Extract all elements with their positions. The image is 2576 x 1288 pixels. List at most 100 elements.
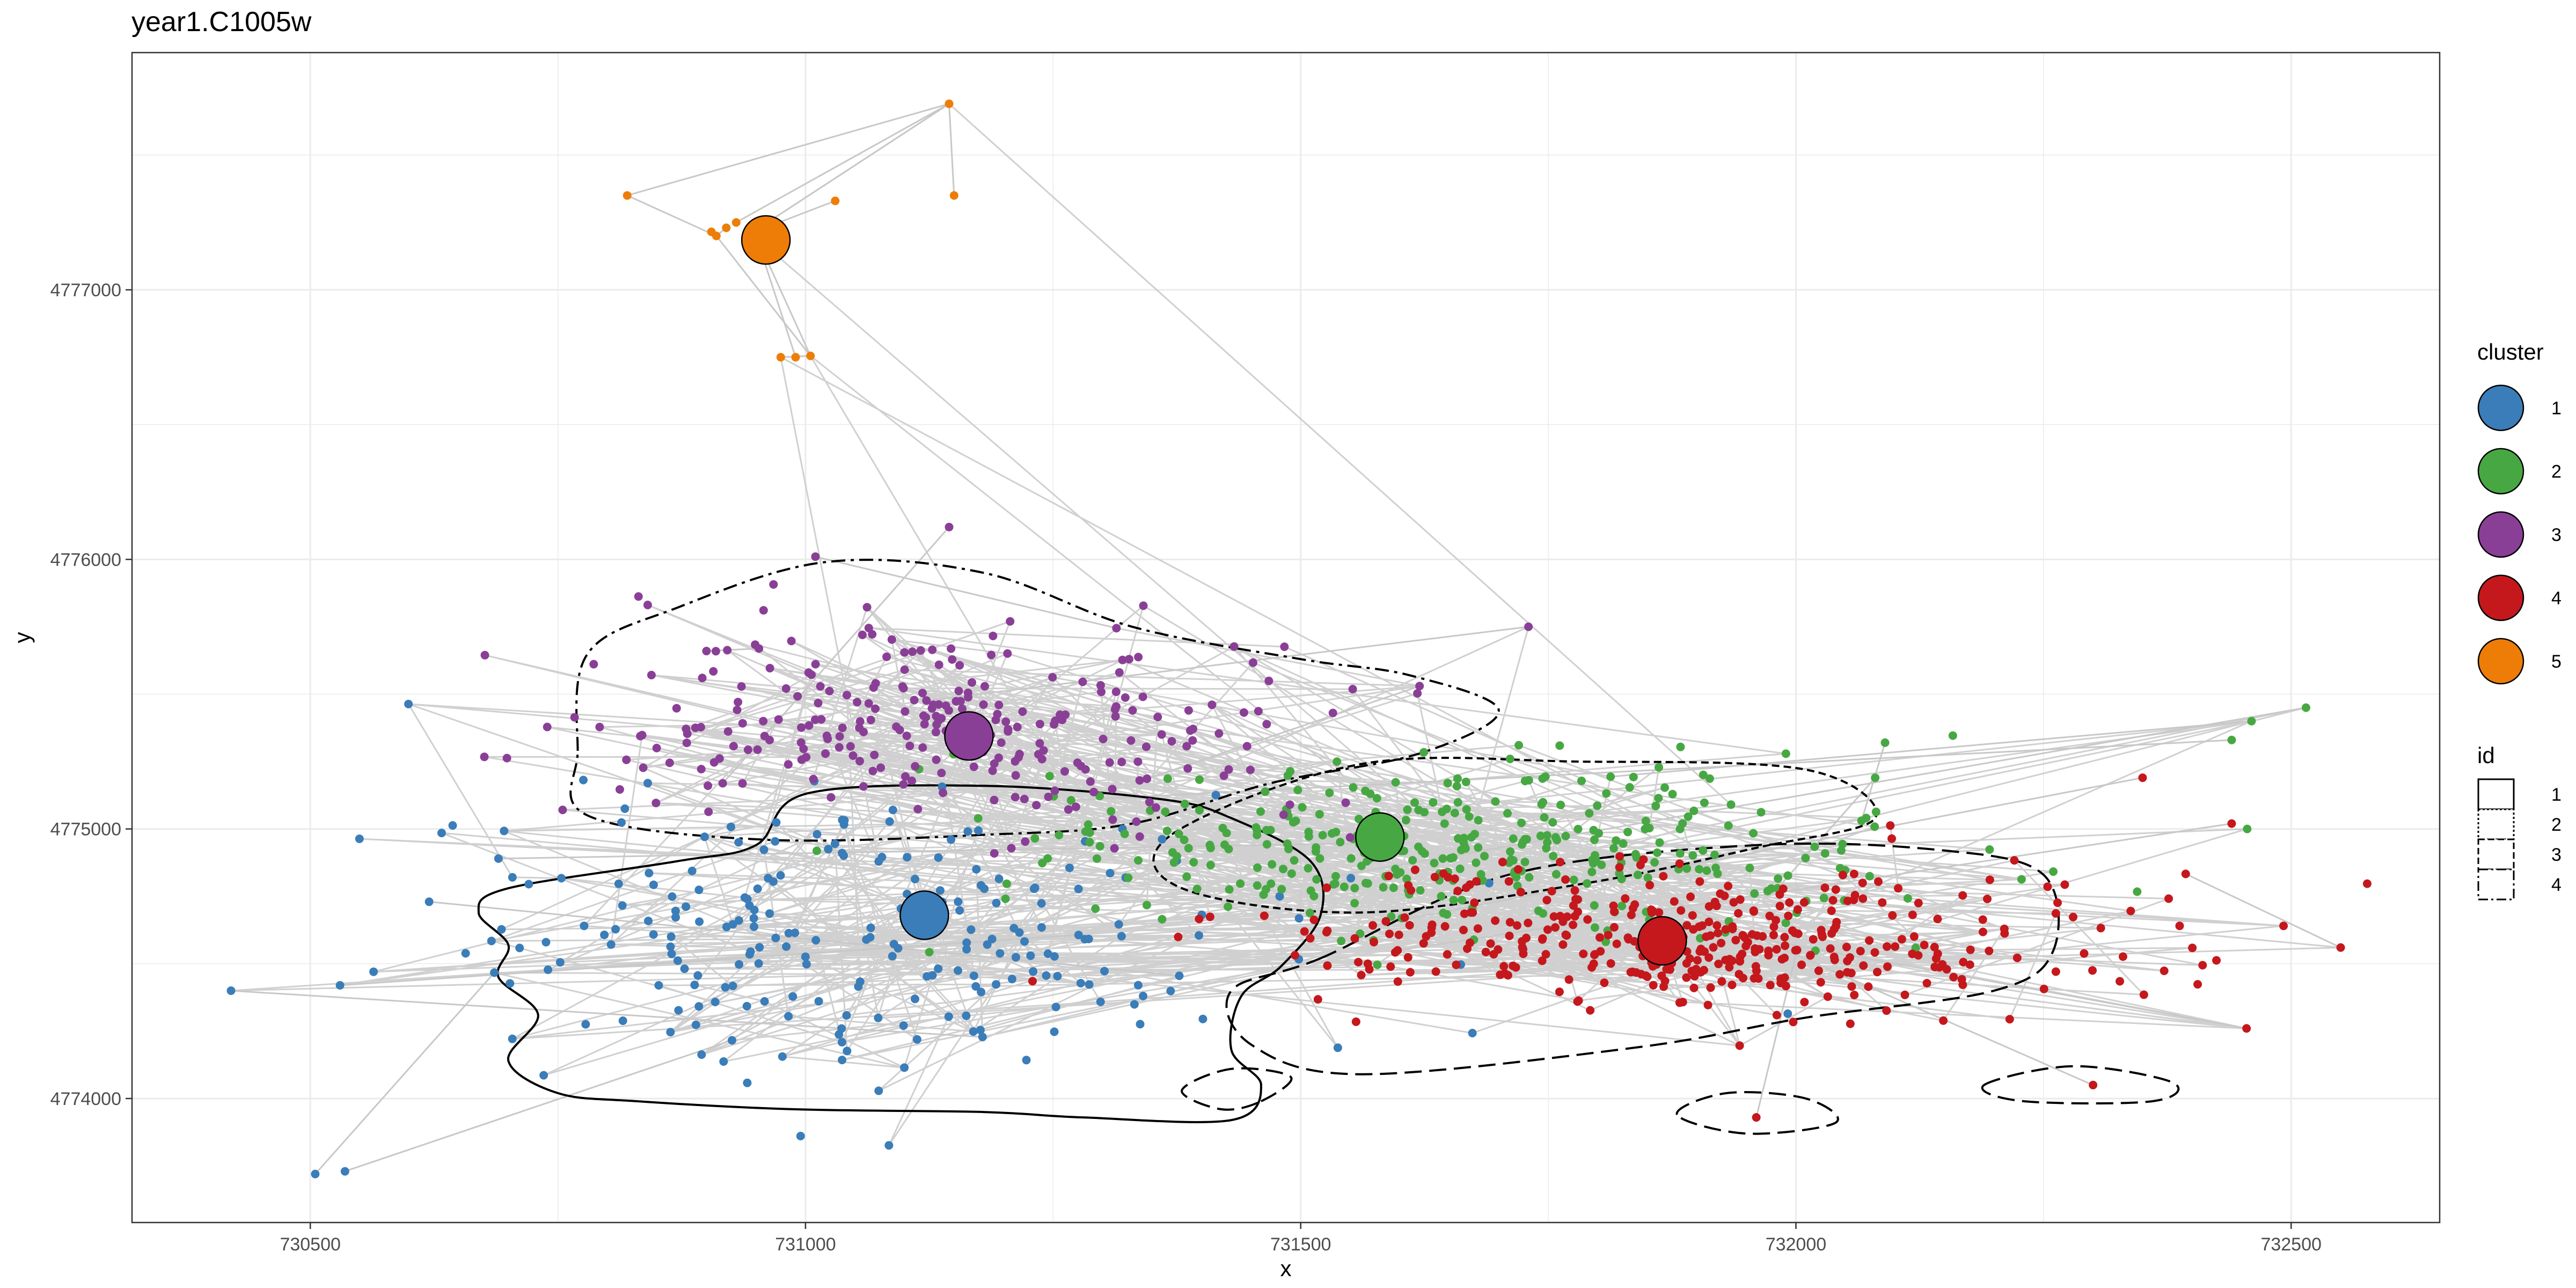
data-point <box>853 698 862 707</box>
data-point <box>868 630 877 639</box>
contour-id-3 <box>1981 1065 2180 1105</box>
data-point <box>978 1033 987 1042</box>
data-point <box>1350 934 1359 943</box>
data-point <box>1688 851 1697 860</box>
data-point <box>1167 737 1176 746</box>
data-point <box>652 743 661 752</box>
movement-segment <box>1611 720 2252 778</box>
data-point <box>1758 932 1767 941</box>
data-point <box>1035 720 1044 729</box>
data-point <box>1704 902 1714 911</box>
data-point <box>1065 863 1074 872</box>
data-point <box>1413 689 1422 698</box>
data-point <box>1699 770 1708 779</box>
y-tick-label: 4774000 <box>50 1089 121 1109</box>
data-point <box>1277 884 1286 894</box>
data-point <box>864 699 873 708</box>
data-point <box>1688 911 1697 920</box>
data-point <box>589 660 598 669</box>
data-point <box>1871 807 1880 816</box>
data-point <box>1891 942 1900 951</box>
data-point <box>988 766 997 775</box>
data-point <box>945 99 954 108</box>
data-point <box>1091 904 1100 913</box>
data-point <box>622 755 631 764</box>
data-point <box>1689 983 1699 992</box>
data-point <box>1472 858 1481 867</box>
data-point <box>977 987 986 997</box>
data-point <box>900 1063 909 1072</box>
data-point <box>1819 894 1828 903</box>
data-point <box>674 1006 683 1015</box>
data-point <box>1285 800 1294 809</box>
data-point <box>1817 926 1826 935</box>
data-point <box>634 592 643 601</box>
data-point <box>846 742 855 751</box>
data-point <box>963 689 972 697</box>
data-point <box>1686 892 1695 901</box>
data-point <box>728 1036 736 1045</box>
data-point <box>1393 946 1402 955</box>
data-point <box>1682 921 1692 930</box>
data-point <box>765 664 774 672</box>
data-point <box>1279 810 1288 819</box>
data-point <box>1253 826 1262 835</box>
data-point <box>874 1013 883 1022</box>
data-point <box>1874 877 1883 886</box>
x-axis-title: x <box>1280 1256 1292 1281</box>
data-point <box>541 938 551 947</box>
data-point <box>1309 891 1319 901</box>
data-point <box>1585 809 1594 818</box>
data-point <box>822 731 831 741</box>
centroid-cluster-3 <box>944 711 994 761</box>
legend: cluster id 1 2 3 4 5 1 2 3 4 <box>2477 339 2562 901</box>
data-point <box>1256 807 1265 816</box>
data-point <box>1752 1113 1761 1122</box>
data-point <box>1346 854 1356 863</box>
data-point <box>335 981 345 990</box>
data-point <box>1345 833 1355 842</box>
data-point <box>1107 807 1116 816</box>
data-point <box>1166 986 1175 996</box>
data-point <box>1630 900 1640 909</box>
data-point <box>1222 829 1231 838</box>
data-point <box>802 960 811 969</box>
contour-id-2 <box>1152 757 1878 914</box>
data-point <box>1908 910 1917 919</box>
data-point <box>668 892 677 901</box>
legend-cluster-key-3 <box>2477 511 2524 558</box>
movement-segment <box>815 555 1117 629</box>
data-point <box>870 750 879 759</box>
data-point <box>1333 1043 1342 1052</box>
data-point <box>1020 794 1029 803</box>
data-point <box>1188 736 1197 745</box>
data-point <box>1111 687 1121 696</box>
contour-id-4 <box>569 559 1500 842</box>
data-point <box>802 752 811 762</box>
data-point <box>885 817 894 826</box>
series-5-points <box>623 99 958 362</box>
data-point <box>980 682 989 691</box>
data-point <box>1726 800 1736 809</box>
data-point <box>1455 864 1465 873</box>
data-point <box>1467 833 1476 842</box>
data-point <box>611 925 620 934</box>
data-point <box>994 753 1003 762</box>
data-point <box>1897 935 1906 944</box>
data-point <box>1060 767 1069 776</box>
data-point <box>1306 934 1315 943</box>
data-point <box>1440 819 1449 828</box>
legend-id-label: 2 <box>2551 815 2562 835</box>
data-point <box>2039 984 2048 993</box>
data-point <box>866 923 875 932</box>
data-point <box>920 720 929 729</box>
data-point <box>968 678 976 687</box>
data-point <box>1633 870 1642 880</box>
data-point <box>1004 727 1013 736</box>
data-point <box>618 901 627 910</box>
data-point <box>1363 879 1372 888</box>
data-point <box>311 1169 320 1179</box>
centroid-cluster-4 <box>1637 916 1687 966</box>
data-point <box>1717 977 1726 986</box>
data-point <box>693 971 702 980</box>
